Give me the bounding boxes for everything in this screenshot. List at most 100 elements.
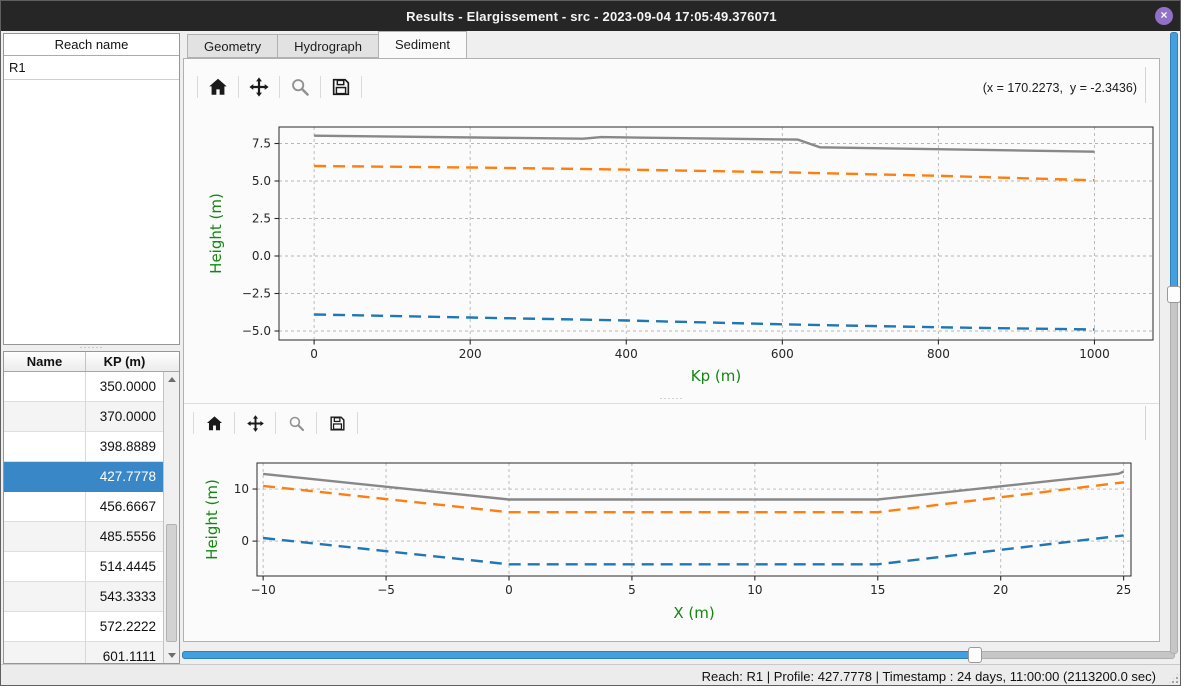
table-row[interactable]: 427.7778 <box>4 462 163 492</box>
axes-spines <box>278 126 1154 341</box>
tab-geometry[interactable]: Geometry <box>187 34 279 58</box>
kp-profile-chart[interactable]: 0 200 400 600 800 1000 7.5 5.0 2.5 0.0 −2.5 −5.0 Kp … <box>183 111 1159 403</box>
reach-panel: Reach name R1 <box>3 33 180 345</box>
toolbar-separator <box>275 412 276 434</box>
toolbar-separator <box>238 76 239 98</box>
x-tick-label: 200 <box>459 347 482 361</box>
pan-icon <box>246 414 264 432</box>
x-tick-label: 20 <box>993 583 1008 597</box>
table-row[interactable]: 543.3333 <box>4 582 163 612</box>
cell-kp[interactable]: 398.8889 <box>99 439 156 454</box>
cell-name[interactable] <box>4 582 86 611</box>
table-row[interactable]: 370.0000 <box>4 402 163 432</box>
status-bar: Reach: R1 | Profile: 427.7778 | Timestam… <box>1 664 1180 685</box>
home-button[interactable] <box>201 410 227 436</box>
y-tick-label: 2.5 <box>252 212 271 226</box>
y-axis-label: Height (m) <box>203 479 221 560</box>
series-gray-solid-line <box>314 134 1095 153</box>
cell-kp[interactable]: 543.3333 <box>99 589 156 604</box>
cell-name[interactable] <box>4 462 86 491</box>
x-tick-label: 1000 <box>1079 347 1110 361</box>
zoom-button[interactable] <box>287 74 313 100</box>
cell-name[interactable] <box>4 402 86 431</box>
title-bar: Results - Elargissement - src - 2023-09-… <box>1 1 1180 31</box>
table-row[interactable]: 572.2222 <box>4 612 163 642</box>
reach-name-header: Reach name <box>4 34 179 56</box>
profile-table-body: 350.0000 370.0000 398.8889 427.7778 456.6667… <box>4 372 163 663</box>
table-row[interactable]: 350.0000 <box>4 372 163 402</box>
cell-name[interactable] <box>4 372 86 401</box>
table-row[interactable]: 485.5556 <box>4 522 163 552</box>
y-tick-label: 10 <box>234 482 249 496</box>
cell-kp[interactable]: 456.6667 <box>99 499 156 514</box>
table-row[interactable]: 398.8889 <box>4 432 163 462</box>
x-tick-label: −10 <box>250 583 275 597</box>
cell-name[interactable] <box>4 552 86 581</box>
x-tick-label: 25 <box>1116 583 1131 597</box>
cell-kp[interactable]: 572.2222 <box>99 619 156 634</box>
x-tick-label: −5 <box>377 583 395 597</box>
cell-name[interactable] <box>4 522 86 551</box>
window-title: Results - Elargissement - src - 2023-09-… <box>406 8 777 24</box>
save-button[interactable] <box>328 74 354 100</box>
close-button[interactable]: × <box>1155 7 1173 25</box>
save-button[interactable] <box>324 410 350 436</box>
chart-splitter-handle[interactable]: ······ <box>659 393 684 403</box>
cell-kp[interactable]: 514.4445 <box>99 559 156 574</box>
cell-kp[interactable]: 601.1111 <box>102 649 156 663</box>
cell-name[interactable] <box>4 642 86 663</box>
cell-name[interactable] <box>4 492 86 521</box>
vertical-slider-fill <box>1170 32 1178 296</box>
cell-kp[interactable]: 485.5556 <box>99 529 156 544</box>
cell-kp[interactable]: 427.7778 <box>99 469 156 484</box>
tab-hydrograph[interactable]: Hydrograph <box>278 34 380 58</box>
cursor-coordinates: (x = 170.2273, y = -2.3436) <box>982 81 1137 95</box>
home-button[interactable] <box>205 74 231 100</box>
reach-list-item[interactable]: R1 <box>4 56 179 80</box>
column-header-name[interactable]: Name <box>4 352 86 371</box>
time-slider-handle[interactable] <box>968 647 982 663</box>
x-tick-label: 0 <box>310 347 318 361</box>
toolbar-separator <box>234 412 235 434</box>
vertical-slider-handle[interactable] <box>1167 286 1180 303</box>
close-icon: × <box>1160 8 1168 22</box>
axes-spines <box>256 462 1132 577</box>
scroll-up-icon <box>167 377 176 382</box>
resize-grip[interactable] <box>1167 672 1180 685</box>
x-tick-label: 400 <box>615 347 638 361</box>
scroll-down-button[interactable] <box>164 648 179 663</box>
column-header-kp[interactable]: KP (m) <box>103 354 146 369</box>
home-icon <box>206 415 222 430</box>
zoom-button[interactable] <box>283 410 309 436</box>
x-axis-label: Kp (m) <box>691 367 741 385</box>
scrollbar-thumb[interactable] <box>166 524 177 642</box>
cell-name[interactable] <box>4 432 86 461</box>
x-tick-label: 5 <box>628 583 636 597</box>
cell-name[interactable] <box>4 612 86 641</box>
cross-section-chart[interactable]: −10 −5 0 5 10 15 20 25 0 10 X (m) Height (m) <box>183 453 1159 631</box>
pan-button[interactable] <box>246 74 272 100</box>
toolbar-separator <box>197 76 198 98</box>
cell-kp[interactable]: 370.0000 <box>99 409 156 424</box>
table-row[interactable]: 456.6667 <box>4 492 163 522</box>
y-tick-label: 7.5 <box>252 137 271 151</box>
tab-sediment[interactable]: Sediment <box>378 31 467 58</box>
table-row[interactable]: 514.4445 <box>4 552 163 582</box>
toolbar-separator <box>361 76 362 98</box>
table-row[interactable]: 601.1111 <box>4 642 163 663</box>
series-gray-solid-line <box>262 470 1125 501</box>
table-scrollbar[interactable] <box>163 372 179 663</box>
pan-button[interactable] <box>242 410 268 436</box>
cell-kp[interactable]: 350.0000 <box>99 379 156 394</box>
left-splitter-handle[interactable]: ······ <box>79 342 104 352</box>
scroll-down-icon <box>167 653 176 658</box>
x-tick-label: 800 <box>927 347 950 361</box>
toolbar-separator <box>320 76 321 98</box>
y-tick-label: −5.0 <box>242 324 271 338</box>
top-chart-toolbar <box>197 74 362 100</box>
bottom-chart-toolbar <box>193 410 358 436</box>
x-tick-label: 10 <box>747 583 762 597</box>
scroll-up-button[interactable] <box>164 372 179 387</box>
y-tick-label: 5.0 <box>252 174 271 188</box>
